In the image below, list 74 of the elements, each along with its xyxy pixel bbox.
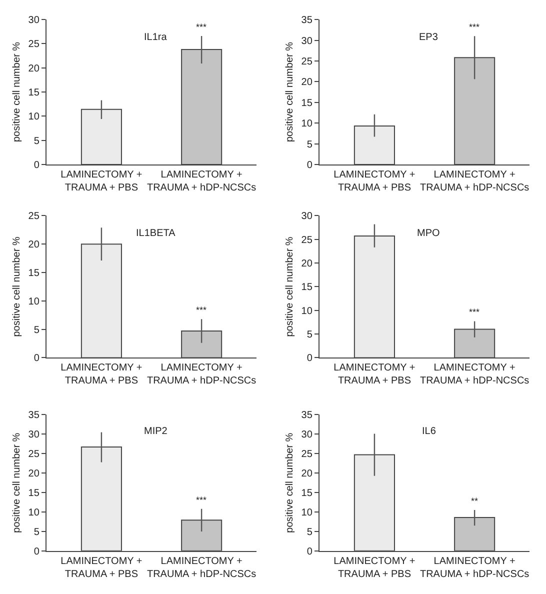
x-tick-label: LAMINECTOMY + TRAUMA + PBS	[334, 169, 416, 194]
y-tick-label: 0	[306, 546, 313, 558]
x-tick-label: LAMINECTOMY + TRAUMA + PBS	[334, 556, 416, 580]
y-tick-label: 0	[34, 546, 40, 558]
y-tick-label: 0	[34, 353, 40, 364]
x-tick-label: LAMINECTOMY + TRAUMA + hDP-NCSCs	[420, 362, 530, 387]
y-tick-label: 15	[28, 268, 40, 279]
y-axis-title: positive cell number %	[11, 236, 22, 337]
y-tick-label: 0	[34, 160, 40, 171]
annotation: **	[471, 496, 478, 506]
y-tick-label: 30	[28, 15, 40, 26]
y-tick-label: 10	[28, 508, 40, 519]
y-tick-label: 20	[301, 77, 313, 88]
x-tick-label: LAMINECTOMY + TRAUMA + hDP-NCSCs	[420, 556, 530, 580]
text: EP3	[419, 32, 438, 43]
y-tick-label: 35	[301, 15, 313, 26]
y-tick-label: 15	[28, 88, 40, 99]
y-tick-label: 5	[34, 324, 40, 336]
y-tick-label: 5	[34, 136, 40, 147]
text: MIP2	[144, 426, 168, 437]
y-tick-label: 20	[28, 240, 40, 251]
y-tick-label: 15	[301, 98, 313, 109]
y-tick-label: 20	[301, 468, 313, 480]
text: IL6	[422, 426, 436, 437]
text: IL1BETA	[136, 228, 176, 239]
y-tick-label: 0	[306, 160, 313, 171]
y-tick-label: 10	[301, 118, 313, 130]
y-axis-title: positive cell number %	[284, 432, 296, 533]
y-tick-label: 25	[301, 56, 313, 68]
x-tick-label: LAMINECTOMY + TRAUMA + PBS	[334, 362, 416, 387]
y-axis-title: positive cell number %	[11, 42, 22, 142]
y-tick-label: 25	[28, 449, 40, 460]
y-tick-label: 35	[28, 410, 40, 422]
x-tick-label: LAMINECTOMY + TRAUMA + PBS	[60, 556, 142, 580]
x-tick-label: LAMINECTOMY + TRAUMA + hDP-NCSCs	[146, 362, 256, 387]
y-tick-label: 5	[34, 526, 40, 538]
y-tick-label: 25	[301, 234, 313, 246]
y-tick-label: 30	[301, 211, 313, 222]
y-tick-label: 35	[301, 410, 313, 422]
y-tick-label: 30	[301, 36, 313, 47]
y-tick-label: 5	[306, 139, 313, 150]
y-tick-label: 20	[28, 468, 40, 480]
y-tick-label: 0	[306, 353, 313, 364]
y-tick-label: 25	[301, 449, 313, 460]
y-tick-label: 5	[306, 526, 313, 538]
y-tick-label: 30	[28, 430, 40, 441]
annotation: ***	[196, 495, 208, 505]
y-tick-label: 20	[301, 258, 313, 270]
y-tick-label: 20	[28, 63, 40, 74]
annotation: ***	[469, 22, 480, 32]
y-tick-label: 10	[301, 508, 313, 519]
annotation: ***	[196, 22, 208, 32]
x-tick-label: LAMINECTOMY + TRAUMA + PBS	[60, 362, 142, 387]
x-tick-label: LAMINECTOMY + TRAUMA + hDP-NCSCs	[420, 169, 530, 194]
y-tick-label: 25	[28, 39, 40, 50]
x-tick-label: LAMINECTOMY + TRAUMA + hDP-NCSCs	[146, 169, 256, 194]
annotation: ***	[469, 307, 480, 317]
x-tick-label: LAMINECTOMY + TRAUMA + hDP-NCSCs	[146, 556, 256, 580]
y-tick-label: 15	[28, 488, 40, 500]
annotation: ***	[196, 305, 208, 315]
y-tick-label: 15	[301, 488, 313, 500]
y-tick-label: 15	[301, 282, 313, 294]
y-tick-label: 5	[306, 330, 313, 341]
text: MPO	[417, 228, 440, 239]
y-tick-label: 10	[28, 296, 40, 308]
y-tick-label: 25	[28, 211, 40, 222]
y-tick-label: 10	[301, 306, 313, 317]
text: IL1ra	[144, 32, 168, 43]
y-axis-title: positive cell number %	[11, 432, 22, 533]
y-tick-label: 30	[301, 430, 313, 441]
y-tick-label: 10	[28, 112, 40, 123]
y-axis-title: positive cell number %	[284, 236, 296, 337]
y-axis-title: positive cell number %	[284, 42, 296, 142]
x-tick-label: LAMINECTOMY + TRAUMA + PBS	[60, 169, 142, 194]
